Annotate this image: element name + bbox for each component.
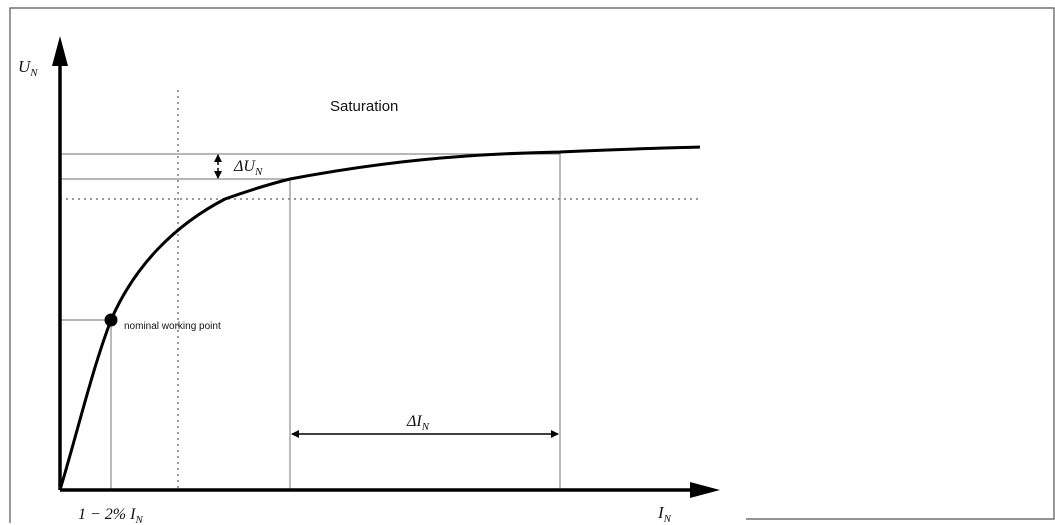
magnetization-curve (58, 145, 701, 491)
x-axis-arrowhead (690, 482, 720, 498)
x-tick-label: 1 − 2% IN (78, 506, 143, 525)
working-point-label: nominal working point (124, 321, 221, 332)
delta-u-label: ΔUN (233, 158, 263, 178)
saturation-label: Saturation (330, 98, 398, 115)
figure-frame (9, 7, 1055, 523)
y-axis-arrowhead (52, 36, 68, 66)
x-axis-label: IN (657, 503, 672, 525)
y-axis-label: UN (18, 57, 38, 79)
working-point-marker (104, 313, 118, 327)
delta-i-label: ΔIN (406, 413, 430, 433)
